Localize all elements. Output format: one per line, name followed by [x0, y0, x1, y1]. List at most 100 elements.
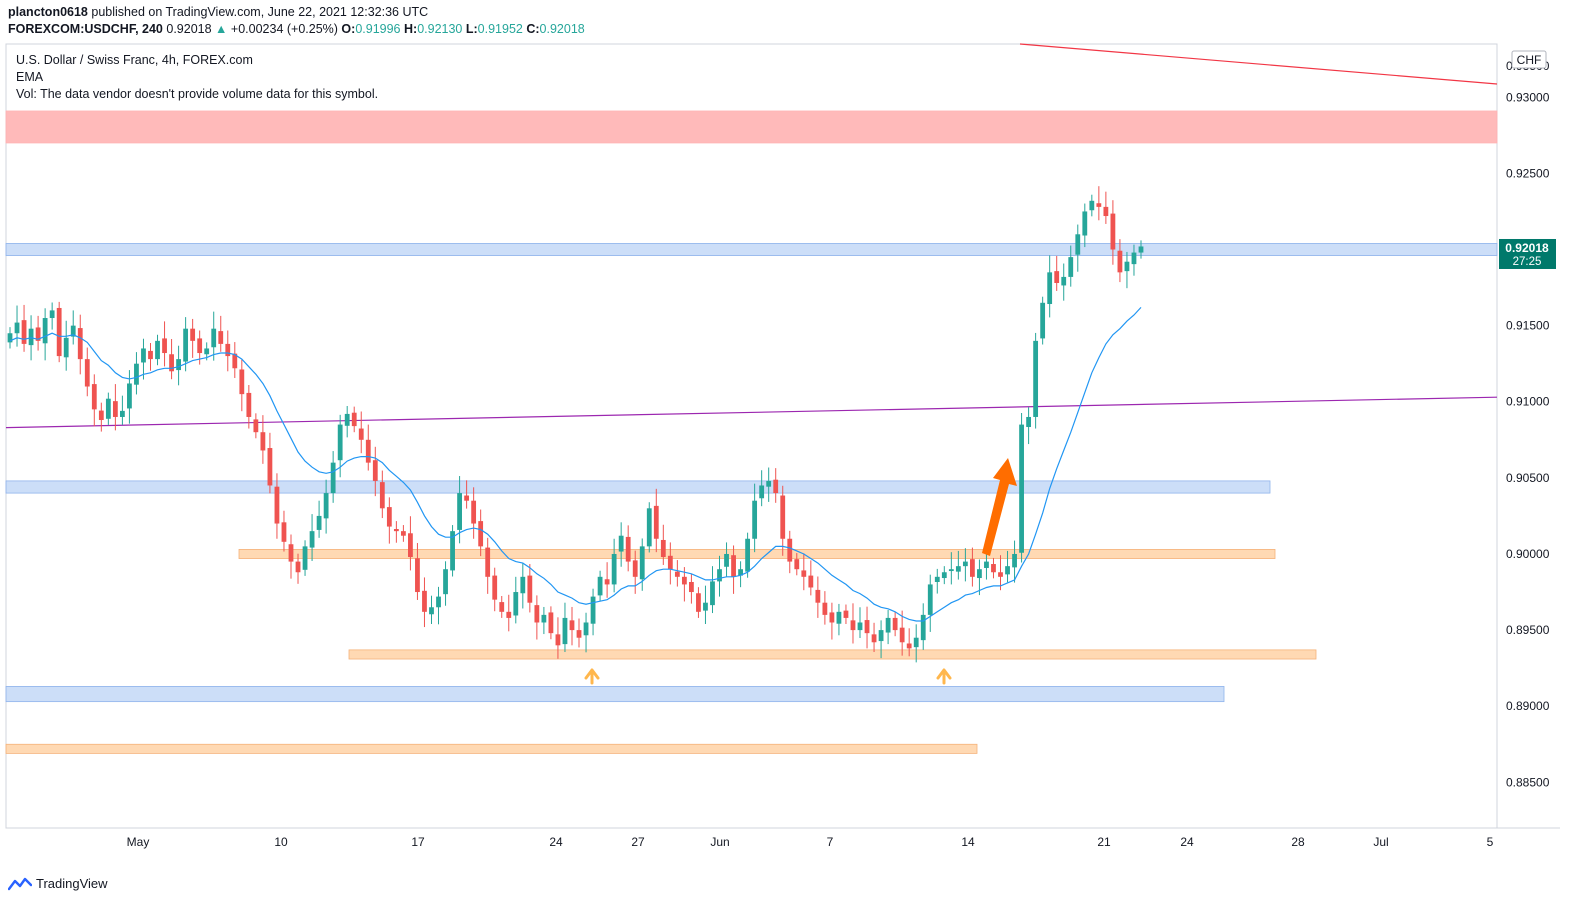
candle-body[interactable]: [386, 507, 392, 527]
candle-body[interactable]: [801, 570, 807, 577]
candle-body[interactable]: [119, 410, 125, 417]
candle-body[interactable]: [288, 544, 294, 562]
blue-zone[interactable]: [5, 480, 1271, 494]
candle-body[interactable]: [759, 485, 765, 499]
candle-body[interactable]: [148, 350, 153, 360]
candle-body[interactable]: [1124, 261, 1130, 272]
candle-body[interactable]: [218, 331, 224, 344]
candle-body[interactable]: [689, 581, 694, 593]
candle-body[interactable]: [337, 424, 343, 461]
legend-volume[interactable]: Vol: The data vendor doesn't provide vol…: [16, 87, 379, 101]
candle-body[interactable]: [260, 432, 266, 451]
candle-body[interactable]: [464, 495, 470, 501]
candle-body[interactable]: [197, 338, 203, 354]
candle-body[interactable]: [998, 572, 1003, 577]
candle-body[interactable]: [415, 558, 420, 593]
candle-body[interactable]: [253, 419, 259, 433]
candle-body[interactable]: [127, 383, 132, 409]
candle-body[interactable]: [703, 602, 708, 611]
ema-line[interactable]: [9, 306, 1142, 622]
orange-zone[interactable]: [238, 549, 1276, 559]
candle-body[interactable]: [436, 596, 441, 608]
candle-body[interactable]: [478, 521, 484, 547]
candle-body[interactable]: [1131, 252, 1137, 265]
candle-body[interactable]: [1026, 416, 1032, 428]
candle-body[interactable]: [878, 630, 884, 642]
candle-body[interactable]: [991, 564, 996, 573]
candle-body[interactable]: [962, 561, 968, 567]
candle-body[interactable]: [422, 590, 427, 612]
candle-body[interactable]: [204, 348, 210, 355]
candle-body[interactable]: [274, 486, 280, 524]
candle-body[interactable]: [408, 533, 413, 558]
candle-body[interactable]: [611, 553, 617, 585]
candle-body[interactable]: [1061, 276, 1067, 286]
candle-body[interactable]: [429, 607, 434, 615]
candle-body[interactable]: [1082, 211, 1088, 236]
candle-body[interactable]: [450, 531, 455, 571]
legend-ema[interactable]: EMA: [16, 70, 44, 84]
candle-body[interactable]: [190, 328, 196, 341]
candle-body[interactable]: [1047, 272, 1053, 305]
red-trendline[interactable]: [1019, 43, 1498, 85]
candle-body[interactable]: [98, 410, 104, 421]
candle-body[interactable]: [534, 605, 540, 623]
candle-body[interactable]: [527, 575, 533, 603]
candle-body[interactable]: [225, 343, 231, 357]
candle-body[interactable]: [457, 493, 462, 530]
candle-body[interactable]: [400, 531, 406, 536]
candle-body[interactable]: [1019, 424, 1024, 553]
blue-zone[interactable]: [5, 686, 1225, 703]
candle-body[interactable]: [162, 338, 167, 354]
candle-body[interactable]: [970, 559, 975, 577]
candle-body[interactable]: [815, 589, 821, 603]
candle-body[interactable]: [471, 500, 477, 524]
candle-body[interactable]: [295, 561, 301, 573]
candle-body[interactable]: [1138, 246, 1144, 253]
candle-body[interactable]: [864, 620, 870, 634]
candle-body[interactable]: [920, 614, 926, 641]
candle-body[interactable]: [562, 617, 568, 645]
candle-body[interactable]: [745, 538, 751, 572]
candle-body[interactable]: [625, 536, 631, 562]
candle-body[interactable]: [752, 500, 758, 539]
candle-body[interactable]: [281, 522, 287, 542]
currency-badge[interactable]: [1511, 50, 1547, 69]
candle-body[interactable]: [836, 611, 842, 624]
candle-body[interactable]: [1005, 566, 1010, 575]
candle-body[interactable]: [365, 439, 371, 463]
candle-body[interactable]: [77, 328, 83, 360]
candle-body[interactable]: [141, 348, 146, 363]
candle-body[interactable]: [105, 398, 111, 419]
candle-body[interactable]: [773, 479, 779, 494]
candle-body[interactable]: [267, 448, 273, 486]
candle-body[interactable]: [485, 547, 491, 577]
candle-body[interactable]: [1040, 302, 1046, 339]
candle-body[interactable]: [302, 546, 308, 570]
candle-body[interactable]: [857, 622, 863, 631]
candle-body[interactable]: [246, 392, 252, 417]
candle-body[interactable]: [871, 634, 877, 643]
blue-zone[interactable]: [5, 243, 1498, 257]
candle-body[interactable]: [618, 535, 624, 552]
candle-body[interactable]: [899, 627, 905, 643]
candle-body[interactable]: [70, 325, 76, 337]
publisher-name[interactable]: plancton0618: [8, 5, 88, 19]
candle-body[interactable]: [892, 617, 898, 631]
candle-body[interactable]: [28, 328, 34, 346]
candle-body[interactable]: [984, 561, 989, 568]
candle-body[interactable]: [499, 602, 505, 612]
resistance-zone[interactable]: [5, 110, 1498, 144]
candle-body[interactable]: [323, 493, 329, 519]
candle-body[interactable]: [850, 620, 856, 631]
candle-body[interactable]: [1089, 200, 1095, 211]
candle-body[interactable]: [520, 576, 526, 594]
candle-body[interactable]: [576, 630, 582, 638]
candle-body[interactable]: [358, 428, 364, 440]
candle-body[interactable]: [548, 612, 554, 634]
candle-body[interactable]: [667, 555, 673, 570]
candle-body[interactable]: [948, 569, 954, 572]
candle-body[interactable]: [14, 322, 20, 334]
candle-body[interactable]: [1117, 250, 1123, 273]
